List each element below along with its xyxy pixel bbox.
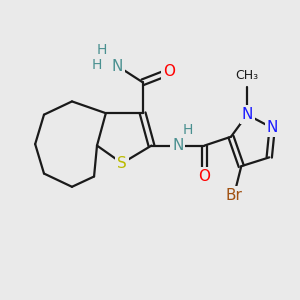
Text: N: N [172, 138, 184, 153]
Text: CH₃: CH₃ [236, 69, 259, 82]
Text: H: H [96, 43, 106, 57]
Text: N: N [242, 107, 253, 122]
Text: N: N [112, 58, 123, 74]
Text: S: S [117, 156, 127, 171]
Text: N: N [266, 120, 278, 135]
Text: O: O [199, 169, 211, 184]
Text: O: O [163, 64, 175, 80]
Text: H: H [92, 58, 102, 73]
Text: Br: Br [226, 188, 242, 203]
Text: H: H [183, 123, 194, 137]
